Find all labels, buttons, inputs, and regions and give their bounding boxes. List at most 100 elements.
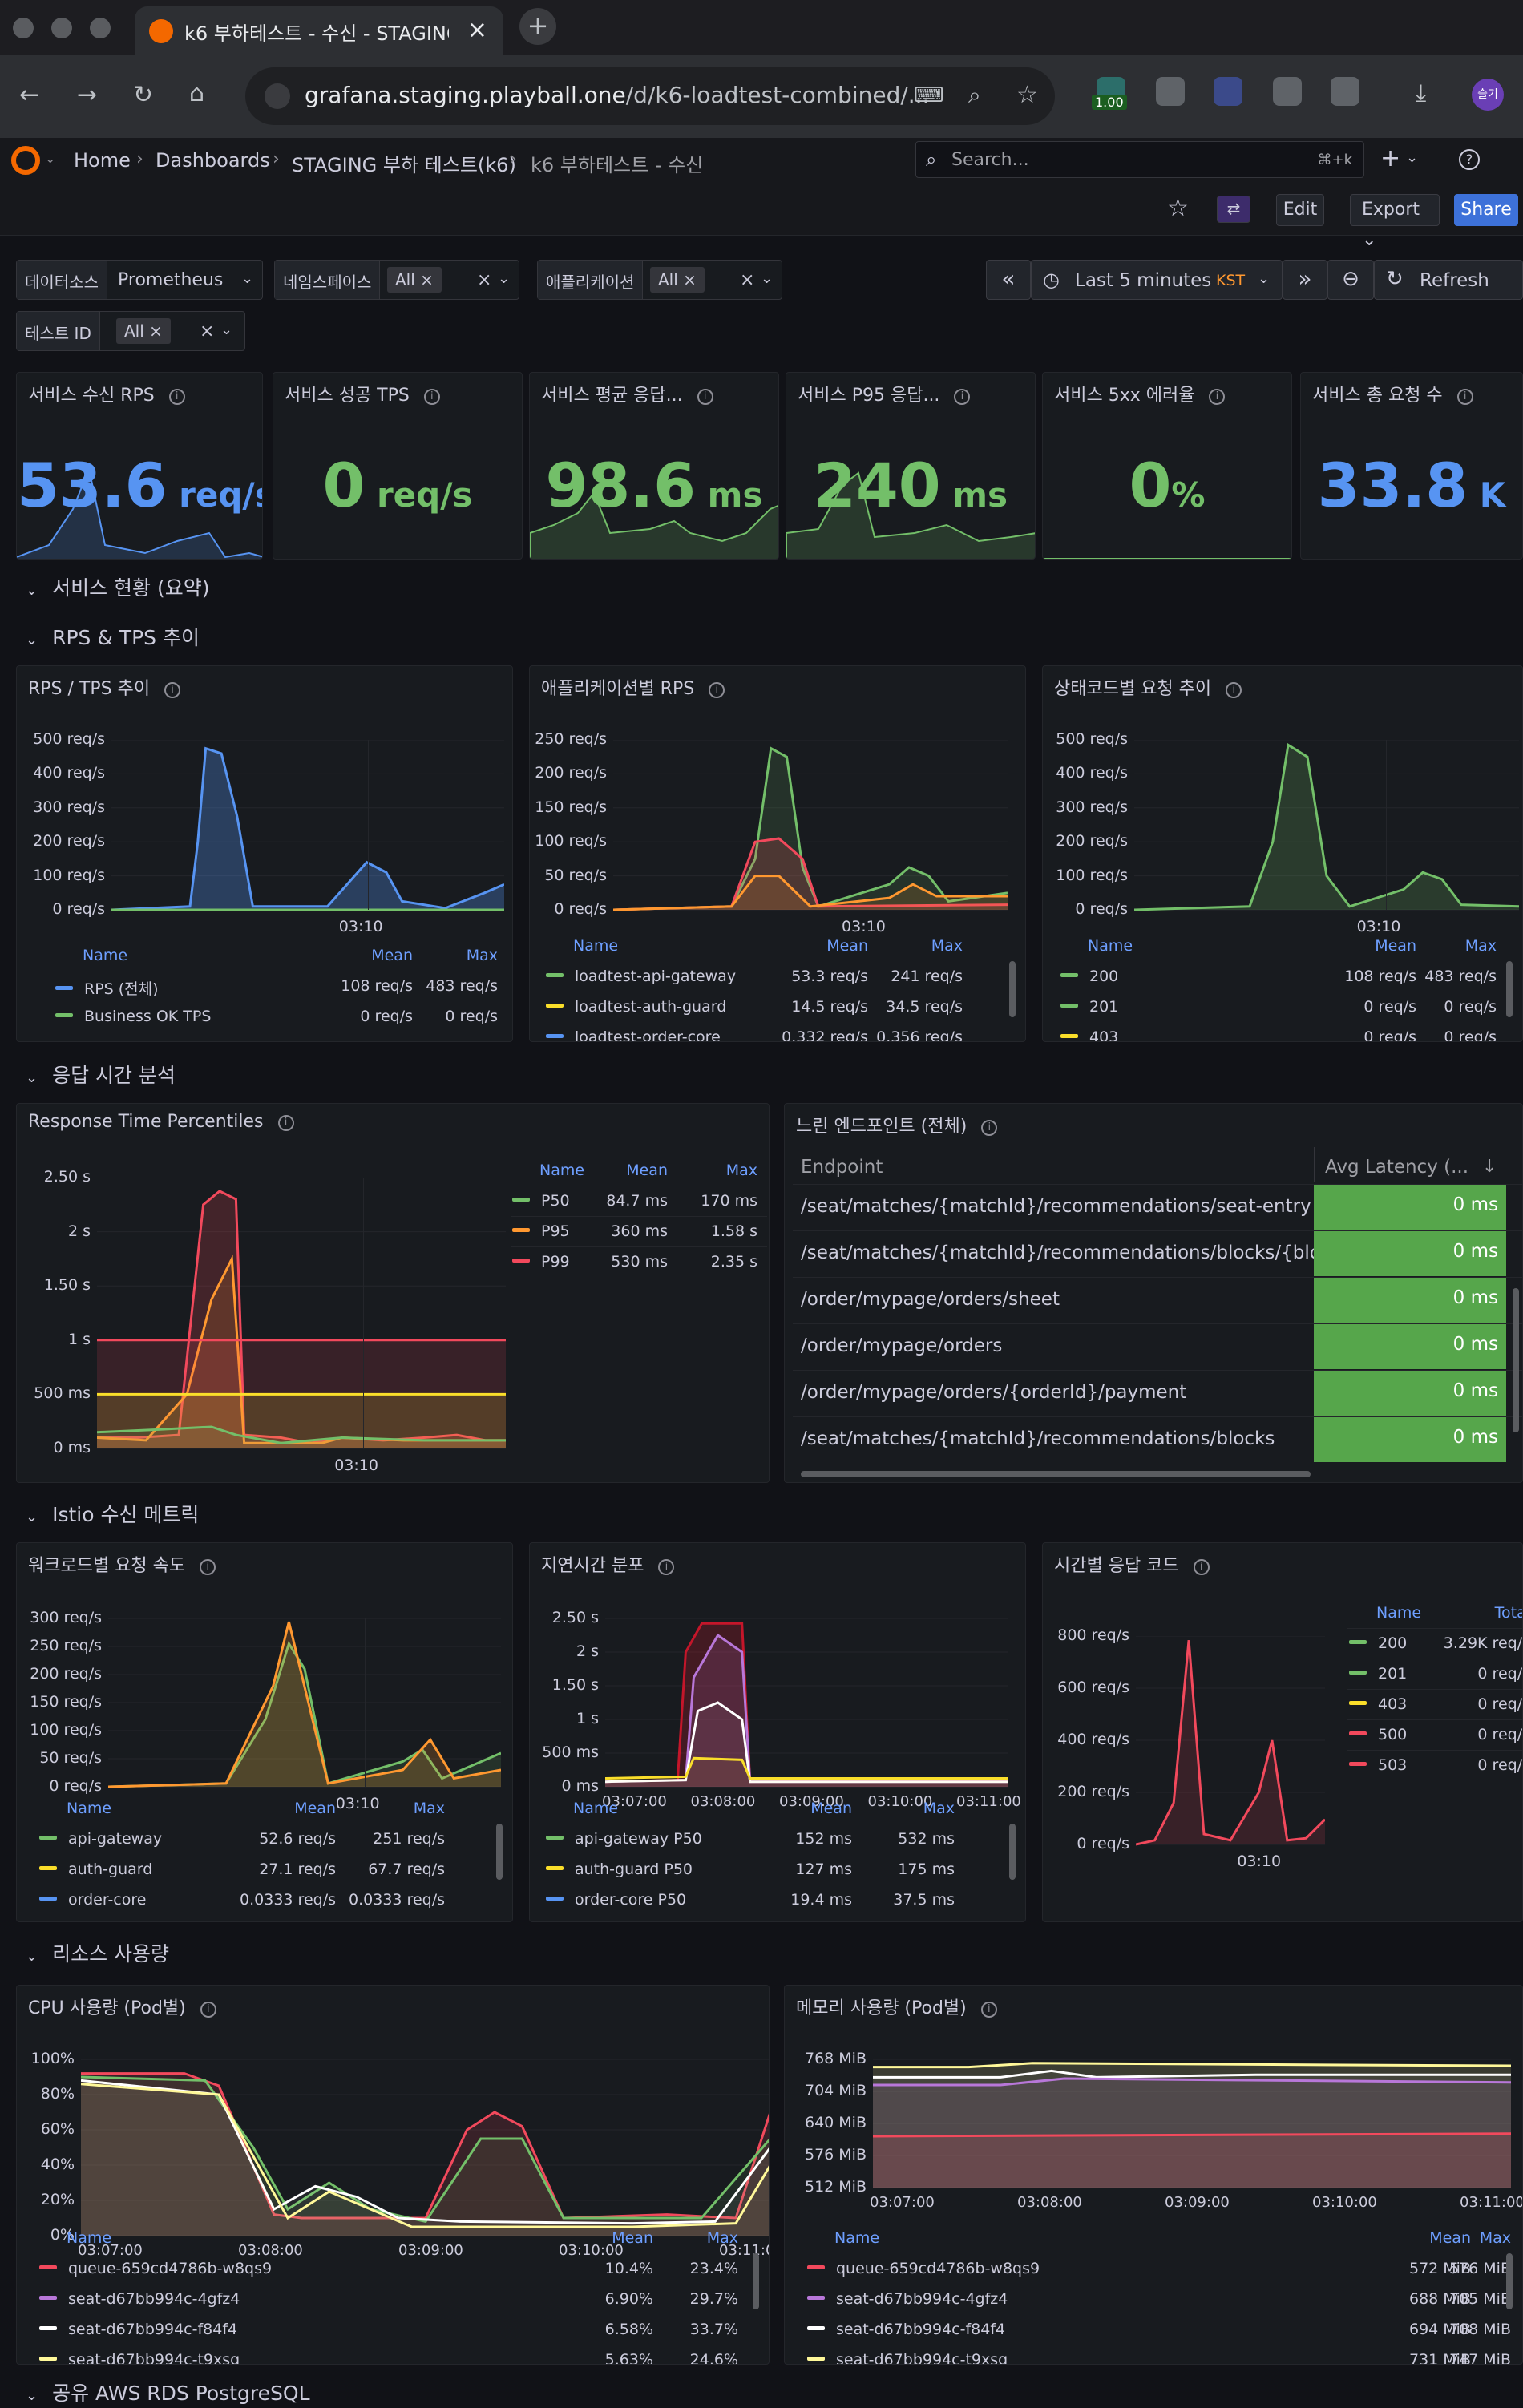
info-icon[interactable]: i xyxy=(709,682,725,698)
legend-header-max[interactable]: Max xyxy=(466,947,498,964)
plot-area[interactable] xyxy=(1134,740,1519,913)
legend-item[interactable]: seat-d67bb994c-t9xsg xyxy=(39,2351,240,2364)
menu-chevron-icon[interactable]: ⌄ xyxy=(45,151,56,166)
legend-item[interactable]: api-gateway xyxy=(39,1830,162,1848)
column-avg-latency[interactable]: Avg Latency (... xyxy=(1325,1157,1469,1178)
legend-header-mean[interactable]: Mean xyxy=(294,1800,336,1817)
series-line[interactable] xyxy=(111,746,504,911)
new-tab-button[interactable]: + xyxy=(519,8,556,45)
legend-scrollbar[interactable] xyxy=(1506,961,1513,1017)
legend-item[interactable]: order-core P50 xyxy=(546,1891,686,1909)
info-icon[interactable]: i xyxy=(277,1115,294,1131)
breadcrumb-home[interactable]: Home xyxy=(74,149,131,172)
bookmark-star-icon[interactable]: ☆ xyxy=(1016,81,1038,109)
browser-tab[interactable]: k6 부하테스트 - 수신 - STAGING × xyxy=(135,6,503,55)
panel-workload-rps[interactable]: 워크로드별 요청 속도 i 300 req/s 250 req/s 200 req/s 1… xyxy=(16,1542,513,1922)
back-icon[interactable]: ← xyxy=(19,81,40,109)
info-icon[interactable]: i xyxy=(981,1120,998,1136)
panel-status-codes[interactable]: 상태코드별 요청 추이 i 500 req/s 400 req/s 300 req/s 2… xyxy=(1042,665,1523,1042)
plot-area[interactable] xyxy=(605,1618,1008,1790)
table-row[interactable]: /order/mypage/orders/{orderId}/payment 0… xyxy=(793,1370,1522,1416)
legend-item[interactable]: 503 xyxy=(1349,1756,1407,1774)
legend-item[interactable]: auth-guard P50 xyxy=(546,1861,693,1878)
panel-percentiles[interactable]: Response Time Percentiles i 2.50 s 2 s 1.50 … xyxy=(16,1103,770,1483)
legend-item[interactable]: P99 xyxy=(512,1253,570,1271)
series-line[interactable] xyxy=(613,875,1008,911)
variable-chip[interactable]: All × xyxy=(116,318,171,344)
address-bar[interactable]: grafana.staging.playball.one/d/k6-loadte… xyxy=(245,67,1055,125)
window-minimize-button[interactable] xyxy=(51,18,72,38)
info-icon[interactable]: i xyxy=(954,389,971,405)
legend-item[interactable]: 403 xyxy=(1060,1028,1118,1041)
legend-header-max[interactable]: Max xyxy=(931,937,963,955)
row-rds[interactable]: ⌄ 공유 AWS RDS PostgreSQL xyxy=(0,2378,310,2406)
legend-header-mean[interactable]: Mean xyxy=(371,947,413,964)
legend-header-max[interactable]: Max xyxy=(725,1162,757,1179)
add-new-icon[interactable]: + xyxy=(1380,144,1401,172)
legend-header-name[interactable]: Name xyxy=(67,2229,112,2247)
info-icon[interactable]: i xyxy=(980,2002,997,2018)
series-line[interactable] xyxy=(81,2072,770,2220)
time-back-button[interactable]: « xyxy=(986,260,1031,300)
legend-item[interactable]: P50 xyxy=(512,1192,570,1210)
site-info-icon[interactable] xyxy=(265,83,290,109)
search-input[interactable]: ⌕ Search... ⌘+k xyxy=(915,141,1364,178)
favorite-star-icon[interactable]: ☆ xyxy=(1167,194,1189,222)
legend-item[interactable]: api-gateway P50 xyxy=(546,1830,702,1848)
plot-area[interactable] xyxy=(1136,1636,1325,1848)
help-icon[interactable]: ? xyxy=(1459,149,1480,170)
window-close-button[interactable] xyxy=(13,18,34,38)
legend-item[interactable]: loadtest-order-core xyxy=(546,1028,721,1041)
legend-header-max[interactable]: Max xyxy=(706,2229,738,2247)
legend-header-mean[interactable]: Mean xyxy=(810,1800,852,1817)
variable-namespace[interactable]: 네임스페이스 All × × ⌄ xyxy=(274,260,519,300)
legend-header-name[interactable]: Name xyxy=(1088,937,1133,955)
legend-item[interactable]: Business OK TPS xyxy=(55,1008,211,1025)
table-vertical-scrollbar[interactable] xyxy=(1513,1288,1519,1432)
time-range-picker[interactable]: ◷ Last 5 minutes KST ⌄ xyxy=(1031,260,1283,300)
legend-item[interactable]: seat-d67bb994c-4gfz4 xyxy=(39,2290,240,2308)
series-line[interactable] xyxy=(1136,1640,1325,1846)
info-icon[interactable]: i xyxy=(1209,389,1226,405)
info-icon[interactable]: i xyxy=(164,682,181,698)
series-line[interactable] xyxy=(873,2069,1511,2079)
series-line[interactable] xyxy=(108,1621,501,1788)
legend-item[interactable]: seat-d67bb994c-f84f4 xyxy=(39,2321,237,2338)
info-icon[interactable]: i xyxy=(1226,682,1242,698)
legend-item[interactable]: order-core xyxy=(39,1891,146,1909)
table-row[interactable]: /seat/matches/{matchId}/recommendations/… xyxy=(793,1184,1522,1230)
edit-button[interactable]: Edit xyxy=(1276,194,1324,226)
tab-close-icon[interactable]: × xyxy=(467,16,487,44)
legend-scrollbar[interactable] xyxy=(1009,1824,1016,1880)
legend-header-name[interactable]: Name xyxy=(67,1800,112,1817)
series-line[interactable] xyxy=(97,1425,506,1444)
column-endpoint[interactable]: Endpoint xyxy=(801,1157,883,1178)
panel-resp-codes[interactable]: 시간별 응답 코드 i 800 req/s 600 req/s 400 req/s 200… xyxy=(1042,1542,1523,1922)
series-line[interactable] xyxy=(81,2083,770,2228)
table-row[interactable]: /seat/matches/{matchId}/recommendations/… xyxy=(793,1230,1522,1277)
legend-header-mean[interactable]: Mean xyxy=(1375,937,1416,955)
table-horizontal-scrollbar[interactable] xyxy=(801,1471,1311,1477)
panel-memory[interactable]: 메모리 사용량 (Pod별) i 768 MiB 704 MiB 640 MiB 576 … xyxy=(784,1985,1523,2365)
legend-item[interactable]: 403 xyxy=(1349,1695,1407,1713)
zoom-icon[interactable]: ⌕ xyxy=(968,82,981,108)
panel-app-rps[interactable]: 애플리케이션별 RPS i 250 req/s 200 req/s 150 req/s 1… xyxy=(529,665,1026,1042)
series-line[interactable] xyxy=(605,1756,1008,1780)
plot-area[interactable] xyxy=(613,740,1008,913)
clear-icon[interactable]: × xyxy=(740,270,755,290)
panel-cpu[interactable]: CPU 사용량 (Pod별) i 100% 80% 60% 40% 20% 0% 03:07:0… xyxy=(16,1985,770,2365)
legend-header-name[interactable]: Name xyxy=(573,1800,619,1817)
variable-chip[interactable]: All × xyxy=(650,267,705,293)
variable-datasource[interactable]: 데이터소스 Prometheus ⌄ xyxy=(16,260,263,300)
translate-icon[interactable]: ⌨ xyxy=(914,83,944,107)
legend-header-name[interactable]: Name xyxy=(83,947,128,964)
series-line[interactable] xyxy=(873,2062,1511,2069)
legend-item[interactable]: seat-d67bb994c-4gfz4 xyxy=(807,2290,1008,2308)
series-line[interactable] xyxy=(613,746,1008,911)
legend-header-mean[interactable]: Mean xyxy=(612,2229,653,2247)
series-line[interactable] xyxy=(81,2075,770,2224)
legend-item[interactable]: auth-guard xyxy=(39,1861,152,1878)
info-icon[interactable]: i xyxy=(200,1559,216,1575)
